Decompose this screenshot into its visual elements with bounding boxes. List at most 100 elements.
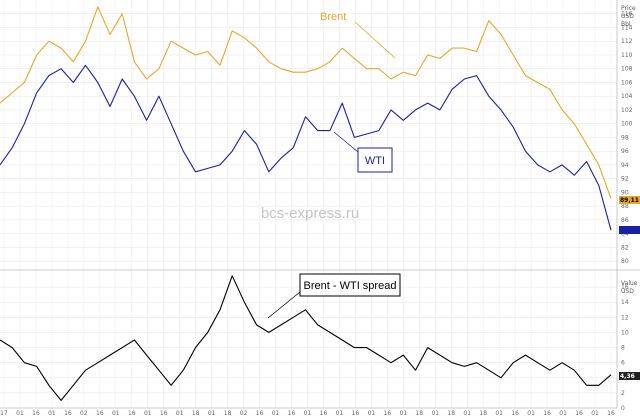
spread-last-value-tag: 4,36 [619, 372, 640, 380]
spread-callout: Brent - WTI spread [267, 273, 401, 319]
series-line-brent [0, 6, 612, 199]
y-tick-label: 112 [621, 38, 633, 45]
price-axis-title: Price USD Bbl [621, 5, 636, 28]
y-tick-label: 110 [621, 52, 633, 59]
price-axis-title-line: Bbl [621, 21, 631, 28]
y-tick-label: 84 [621, 231, 629, 238]
y-tick-label: 102 [621, 107, 633, 114]
x-tick-label: 01 [495, 410, 503, 416]
spread-label: Brent - WTI spread [304, 280, 397, 292]
watermark: bcs-express.ru [261, 205, 359, 222]
x-tick-label: 01 [336, 410, 344, 416]
y-tick-label: 104 [621, 93, 633, 100]
x-tick-label: 18 [415, 410, 423, 416]
x-tick-label: 01 [208, 410, 216, 416]
x-tick-label: 01 [368, 410, 376, 416]
y-tick-label: 116 [621, 11, 633, 18]
x-tick-label: 16 [64, 410, 72, 416]
x-tick-label: 01 [431, 410, 439, 416]
x-tick-label: 01 [400, 410, 408, 416]
spread-callout-box [299, 273, 401, 297]
y-tick-label: 92 [621, 176, 629, 183]
x-tick-label: 16 [607, 410, 615, 416]
y-tick-label: 0 [621, 405, 625, 412]
x-tick-label: 16 [160, 410, 168, 416]
x-tick-label: 16 [575, 410, 583, 416]
x-tick-label: 16 [511, 410, 519, 416]
y-tick-label: 94 [621, 162, 629, 169]
x-tick-label: 16 [352, 410, 360, 416]
x-tick-label: 16 [32, 410, 40, 416]
x-tick-label: 18 [224, 410, 232, 416]
x-tick-label: 01 [176, 410, 184, 416]
wti-last-value-tag [619, 226, 640, 234]
x-tick-label: 02 [80, 410, 88, 416]
spread-callout-line [267, 291, 301, 319]
x-tick-label: 18 [447, 410, 455, 416]
y-tick-label: 14 [621, 299, 629, 306]
y-tick-label: 6 [621, 360, 625, 367]
wti-callout-box [357, 147, 393, 173]
brent-callout: Brent [320, 11, 396, 59]
y-tick-label: 10 [621, 329, 629, 336]
price-axis-title-line: Price [621, 5, 636, 12]
spread-axis-title: Value USD [621, 280, 638, 295]
price-axis-title-line: USD [621, 13, 634, 20]
brent-label: Brent [320, 11, 346, 23]
x-tick-label: 01 [527, 410, 535, 416]
brent-last-value-box [619, 196, 640, 204]
x-tick-label: 02 [240, 410, 248, 416]
y-tick-label: 82 [621, 244, 629, 251]
y-tick-label: 98 [621, 134, 629, 141]
series-layer [0, 6, 612, 401]
y-tick-label: 90 [621, 189, 629, 196]
series-line-wti [0, 64, 612, 231]
x-tick-label: 18 [479, 410, 487, 416]
y-tick-label: 88 [621, 203, 629, 210]
x-tick-label: 01 [48, 410, 56, 416]
y-tick-label: 80 [621, 258, 629, 265]
x-tick-label: 01 [591, 410, 599, 416]
y-tick-label: 106 [621, 79, 633, 86]
x-tick-label: 16 [320, 410, 328, 416]
brent-callout-line [354, 21, 396, 59]
y-tick-label: 8 [621, 345, 625, 352]
x-tick-label: 16 [128, 410, 136, 416]
y-tick-label: 108 [621, 66, 633, 73]
series-line-brent-wti-spread [0, 275, 612, 401]
brent-last-value-tag: 89,11 [619, 196, 640, 204]
wti-callout-line [333, 131, 359, 153]
y-tick-label: 100 [621, 121, 633, 128]
y-tick-label: 16 [621, 284, 629, 291]
spread-last-value-box [619, 372, 640, 380]
spread-last-value: 4,36 [620, 373, 635, 380]
x-tick-label: 01 [463, 410, 471, 416]
wti-callout: WTI [333, 131, 393, 173]
y-tick-label: 114 [621, 24, 633, 31]
x-tick-label: 01 [112, 410, 120, 416]
wti-last-value-box [619, 226, 640, 234]
x-tick-label: 16 [543, 410, 551, 416]
spread-axis-title-line: Value [621, 280, 638, 287]
y-tick-label: 86 [621, 217, 629, 224]
y-tick-label: 12 [621, 314, 629, 321]
x-tick-label: 01 [144, 410, 152, 416]
x-tick-label: 16 [288, 410, 296, 416]
x-tick-label: 16 [96, 410, 104, 416]
x-tick-label: 18 [192, 410, 200, 416]
wti-label: WTI [365, 155, 385, 167]
grid-layer [0, 0, 617, 409]
x-tick-label: 01 [559, 410, 567, 416]
x-tick-label: 01 [272, 410, 280, 416]
y-tick-label: 96 [621, 148, 629, 155]
x-tick-label: 17 [0, 410, 8, 416]
brent-last-value: 89,11 [620, 197, 639, 204]
x-tick-label: 01 [16, 410, 24, 416]
x-tick-label: 16 [256, 410, 264, 416]
x-tick-label: 01 [304, 410, 312, 416]
x-tick-label: 16 [384, 410, 392, 416]
spread-axis-title-line: USD [621, 288, 634, 295]
y-tick-label: 2 [621, 390, 625, 397]
